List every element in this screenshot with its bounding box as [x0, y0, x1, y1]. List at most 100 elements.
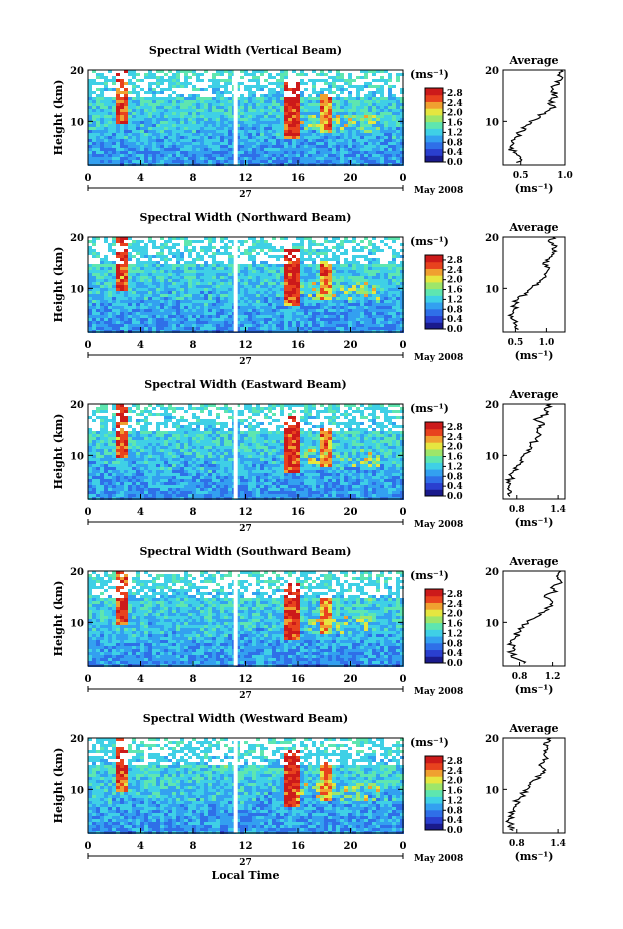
heatmap-cell: [144, 327, 148, 330]
heatmap-cell: [244, 133, 248, 136]
heatmap-cell: [288, 91, 292, 94]
heatmap-cell: [300, 121, 304, 124]
heatmap-cell: [340, 124, 344, 127]
colorbar-tick-label: 2.4: [447, 99, 463, 109]
heatmap-cell: [184, 73, 188, 76]
heatmap-cell: [352, 142, 356, 145]
heatmap-cell: [308, 142, 312, 145]
heatmap-cell: [376, 79, 380, 82]
heatmap-cell: [348, 303, 352, 306]
heatmap-cell: [112, 148, 116, 151]
heatmap-cell: [220, 73, 224, 76]
heatmap-cell: [400, 267, 404, 270]
heatmap-cell: [204, 240, 208, 243]
heatmap-cell: [376, 306, 380, 309]
heatmap-cell: [164, 118, 168, 121]
heatmap-cell: [224, 279, 228, 282]
heatmap-cell: [388, 76, 392, 79]
heatmap-cell: [204, 243, 208, 246]
heatmap-cell: [140, 327, 144, 330]
heatmap-cell: [328, 273, 332, 276]
heatmap-cell: [104, 130, 108, 133]
heatmap-cell: [116, 145, 120, 148]
heatmap-cell: [208, 258, 212, 261]
heatmap-cell: [356, 82, 360, 85]
heatmap-cell: [168, 103, 172, 106]
heatmap-cell: [176, 315, 180, 318]
heatmap-cell: [300, 73, 304, 76]
heatmap-cell: [392, 145, 396, 148]
heatmap-cell: [168, 297, 172, 300]
heatmap-cell: [100, 85, 104, 88]
heatmap-cell: [172, 100, 176, 103]
heatmap-cell: [96, 160, 100, 163]
heatmap-cell: [276, 160, 280, 163]
heatmap-cell: [344, 139, 348, 142]
heatmap-cell: [396, 282, 400, 285]
heatmap-cell: [168, 145, 172, 148]
heatmap-cell: [108, 106, 112, 109]
heatmap-cell: [180, 321, 184, 324]
heatmap-cell: [292, 103, 296, 106]
heatmap-cell: [360, 148, 364, 151]
heatmap-cell: [316, 303, 320, 306]
heatmap-cell: [384, 154, 388, 157]
heatmap-cell: [148, 145, 152, 148]
heatmap-cell: [172, 276, 176, 279]
heatmap-cell: [144, 124, 148, 127]
heatmap-cell: [276, 157, 280, 160]
heatmap-cell: [236, 112, 240, 115]
x-tick-label: 16: [291, 173, 305, 184]
heatmap-cell: [288, 258, 292, 261]
heatmap-cell: [272, 312, 276, 315]
heatmap-cell: [180, 88, 184, 91]
heatmap-cell: [116, 303, 120, 306]
heatmap-cell: [380, 285, 384, 288]
heatmap-cell: [332, 73, 336, 76]
heatmap-cell: [136, 249, 140, 252]
heatmap-cell: [252, 112, 256, 115]
heatmap-cell: [284, 291, 288, 294]
heatmap-cell: [376, 303, 380, 306]
heatmap-cell: [220, 94, 224, 97]
heatmap-cell: [152, 106, 156, 109]
heatmap-cell: [308, 318, 312, 321]
heatmap-cell: [236, 100, 240, 103]
heatmap-cell: [212, 100, 216, 103]
heatmap-cell: [180, 264, 184, 267]
heatmap-cell: [172, 151, 176, 154]
heatmap-cell: [308, 124, 312, 127]
heatmap-cell: [288, 130, 292, 133]
heatmap-cell: [304, 133, 308, 136]
heatmap-cell: [368, 252, 372, 255]
heatmap-cell: [328, 291, 332, 294]
heatmap-cell: [176, 300, 180, 303]
heatmap-cell: [196, 291, 200, 294]
heatmap-cell: [108, 318, 112, 321]
heatmap-cell: [204, 246, 208, 249]
heatmap-cell: [256, 112, 260, 115]
heatmap-cell: [104, 136, 108, 139]
heatmap-cell: [332, 246, 336, 249]
heatmap-cell: [360, 303, 364, 306]
heatmap-cell: [284, 94, 288, 97]
heatmap-cell: [308, 91, 312, 94]
heatmap-cell: [116, 94, 120, 97]
heatmap-cell: [196, 109, 200, 112]
heatmap-cell: [244, 100, 248, 103]
heatmap-cell: [292, 136, 296, 139]
heatmap-cell: [284, 154, 288, 157]
heatmap-cell: [216, 79, 220, 82]
heatmap-cell: [108, 118, 112, 121]
heatmap-cell: [176, 306, 180, 309]
heatmap-cell: [388, 246, 392, 249]
heatmap-cell: [296, 70, 300, 73]
heatmap-cell: [284, 249, 288, 252]
heatmap-cell: [396, 139, 400, 142]
heatmap-cell: [396, 154, 400, 157]
heatmap-cell: [332, 91, 336, 94]
heatmap-cell: [188, 145, 192, 148]
heatmap-cell: [316, 133, 320, 136]
heatmap-cell: [372, 267, 376, 270]
heatmap-cell: [172, 118, 176, 121]
